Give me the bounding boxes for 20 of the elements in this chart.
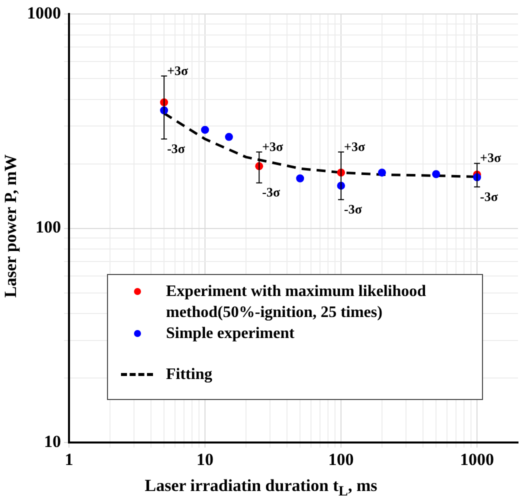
x-axis-title: Laser irradiatin duration t$_{L}$, ms xyxy=(144,476,378,500)
annotation: -3σ xyxy=(480,188,498,204)
y-tick-label: 100 xyxy=(36,218,61,237)
annotation: +3σ xyxy=(344,138,366,154)
legend-label: Experiment with maximum likelihood method(50%-ignition, 25 times) xyxy=(166,282,428,323)
legend-label: Simple experiment xyxy=(166,324,294,344)
annotation: +3σ xyxy=(167,62,188,78)
x-tick-label: 1 xyxy=(64,450,74,470)
x-tick-label: 1000 xyxy=(460,450,494,470)
y-tick-label: 1000 xyxy=(27,3,61,22)
x-tick-label: 10 xyxy=(196,450,214,470)
annotation: -3σ xyxy=(262,184,280,200)
y-tick-label: 10 xyxy=(44,432,61,451)
annotation: -3σ xyxy=(344,202,362,217)
annotation: +3σ xyxy=(262,138,284,154)
annotation: +3σ xyxy=(480,150,502,166)
y-axis-title: Laser power P, mW xyxy=(1,153,21,300)
annotation: -3σ xyxy=(167,140,185,156)
legend-label: Fitting xyxy=(166,365,212,385)
x-tick-label: 100 xyxy=(328,450,354,470)
